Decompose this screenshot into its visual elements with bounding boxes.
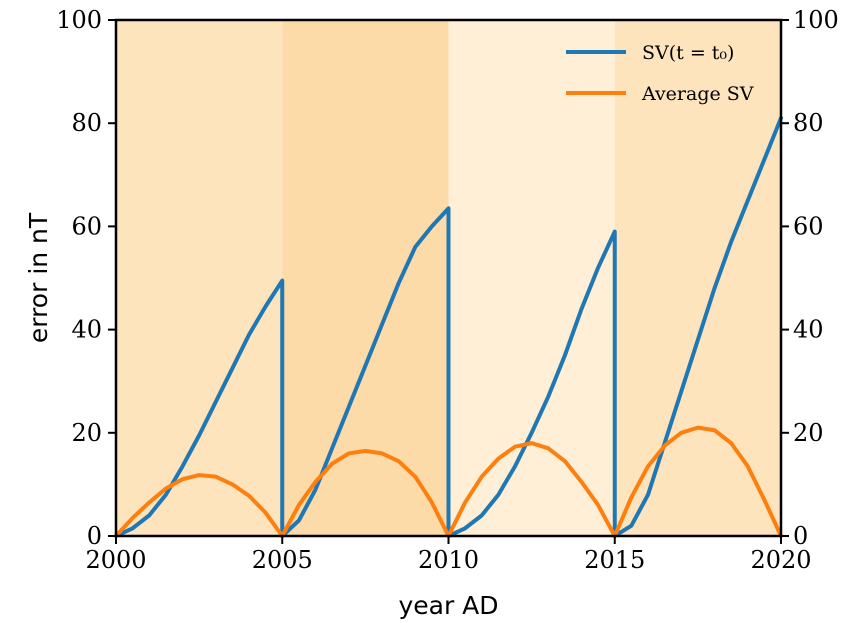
y-tick-label-right-2: 40 [793,316,824,344]
x-axis-ticks: 2000 2005 2010 2015 2020 [85,536,812,574]
background-band-3 [614,20,781,536]
x-tick-label-0: 2000 [85,546,146,574]
background-band-2 [448,20,615,536]
y-tick-label-right-3: 60 [793,212,824,240]
y-tick-label-left-0: 0 [87,522,102,550]
x-axis-label: year AD [398,591,498,620]
y-tick-label-right-1: 20 [793,419,824,447]
y-tick-label-right-4: 80 [793,109,824,137]
y-axis-label: error in nT [24,212,53,343]
x-tick-label-3: 2015 [584,546,645,574]
y-tick-label-left-3: 60 [71,212,102,240]
y-axis-ticks-left: 0 20 40 60 80 100 [56,6,116,550]
x-tick-label-4: 2020 [750,546,811,574]
background-bands [116,20,781,536]
y-tick-label-right-0: 0 [793,522,808,550]
background-band-0 [116,20,283,536]
y-tick-label-left-5: 100 [56,6,102,34]
y-tick-label-left-2: 40 [71,316,102,344]
x-tick-label-2: 2010 [418,546,479,574]
y-tick-label-left-4: 80 [71,109,102,137]
y-tick-label-left-1: 20 [71,419,102,447]
legend-label-1: Average SV [641,83,754,105]
y-tick-label-right-5: 100 [793,6,839,34]
x-tick-label-1: 2005 [252,546,313,574]
legend-label-0: SV(t = t₀) [642,42,734,64]
background-band-1 [282,20,449,536]
y-axis-ticks-right: 0 20 40 60 80 100 [781,6,839,550]
legend: SV(t = t₀) Average SV [566,42,754,105]
